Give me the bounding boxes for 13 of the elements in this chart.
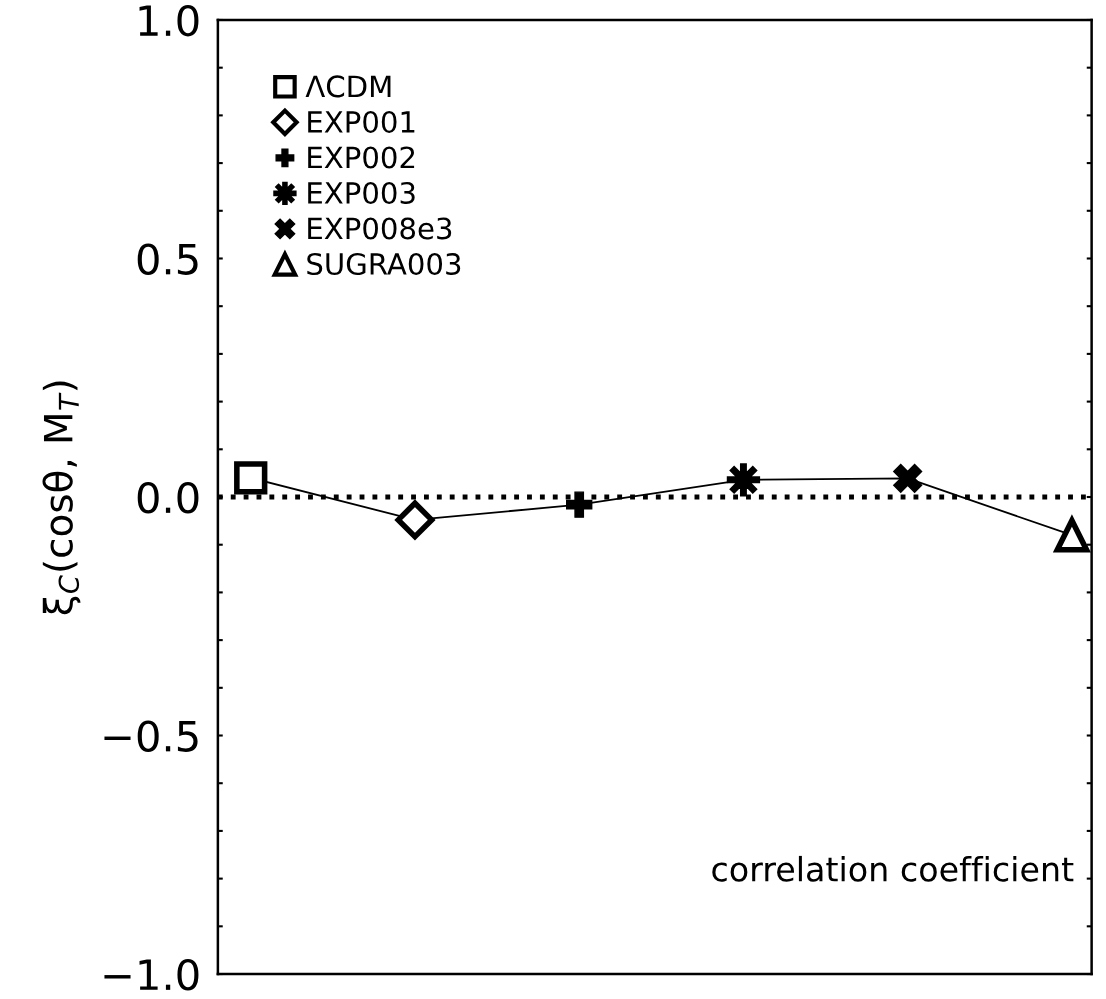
y-tick-label: 0.0 [137,481,199,514]
y-tick-label: 0.5 [137,243,198,275]
y-tick-label: −1.0 [104,958,199,991]
legend-label: ΛCDM [305,75,391,98]
y-tick-label: 1.0 [139,4,199,37]
annotation: correlation coefficient [712,855,1074,882]
y-tick-label: −0.5 [104,720,198,752]
legend-label: EXP002 [308,146,415,169]
legend-label: EXP003 [308,181,415,204]
legend-label: SUGRA003 [307,252,461,276]
legend-label: EXP008e3 [308,217,452,240]
y-axis-title: ξ$_{C}$(cosθ, M$_{T}$) [42,381,81,615]
legend-label: EXP001 [308,110,415,133]
